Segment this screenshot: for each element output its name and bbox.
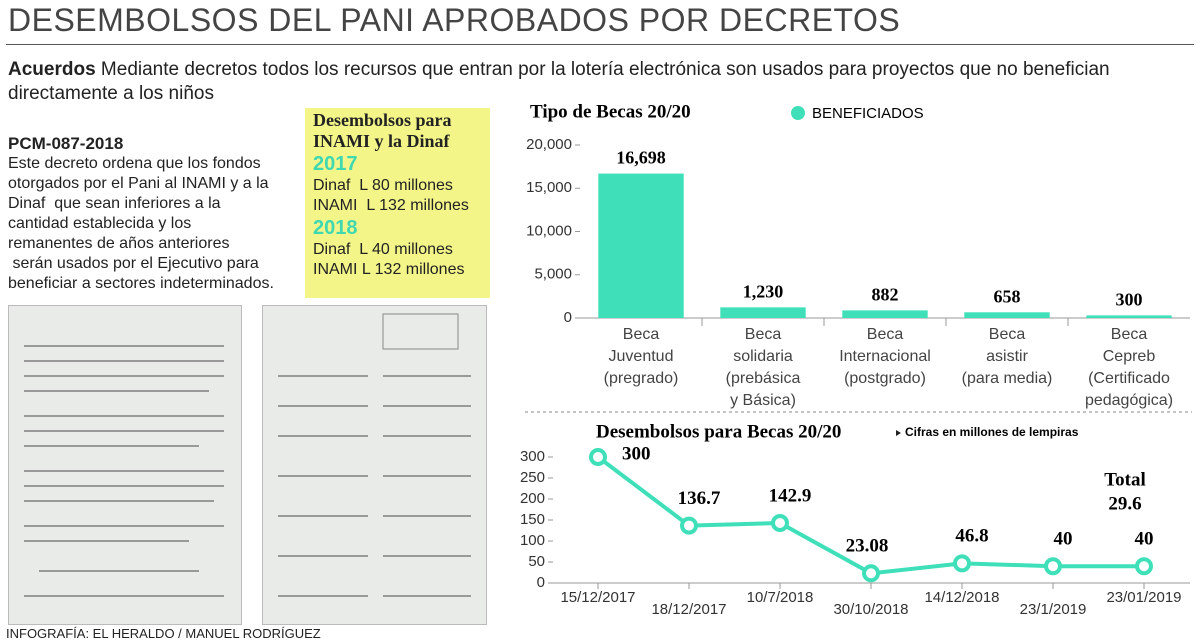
x-tick-label: 23/1/2019 (1020, 601, 1087, 618)
divider (6, 44, 1194, 45)
line (596, 455, 1144, 576)
box-line: Dinaf L 80 millones (313, 177, 453, 194)
value-label: 23.08 (846, 536, 889, 557)
point (1135, 557, 1153, 576)
intro-lead: Acuerdos (8, 59, 96, 80)
y-tick-label: 250 (520, 469, 545, 486)
decree-line: serán usados por el Ejecutivo para (8, 255, 259, 272)
box-year: 2018 (313, 217, 358, 239)
chart-title: Desembolsos para Becas 20/20 (596, 421, 841, 442)
annotation-value: 29.6 (1108, 493, 1141, 514)
y-tick-label: 20,000 (526, 136, 572, 153)
x-tick-label: Beca asistir (para media) (962, 326, 1053, 387)
box-line: INAMI L 132 millones (313, 261, 465, 278)
point (1044, 557, 1062, 576)
y-tick-label: 100 (520, 532, 545, 549)
box-line: INAMI L 132 millones (313, 197, 469, 214)
x-tick-label: Beca solidaria (prebásica y Básica) (726, 326, 801, 409)
y-tick-label: 200 (520, 490, 545, 507)
y-tick-label: 15,000 (526, 179, 572, 196)
document-lines (278, 313, 471, 597)
x-tick-label: Beca Internacional (postgrado) (839, 326, 931, 387)
point (771, 513, 789, 532)
bar (842, 310, 928, 318)
value-label: 142.9 (769, 485, 812, 506)
y-tick-label: 50 (528, 553, 545, 570)
chart-subtitle: Cifras en millones de lempiras (905, 425, 1079, 439)
y-tick-label: 5,000 (534, 266, 572, 283)
y-tick-label: 0 (564, 309, 572, 326)
x-tick-label: 23/01/2019 (1106, 589, 1181, 606)
y-tick-label: 10,000 (526, 222, 572, 239)
bar (598, 173, 684, 318)
value-label: 46.8 (955, 526, 988, 547)
x-tick-label: 14/12/2018 (924, 589, 999, 606)
point (862, 564, 880, 583)
x-tick-label: 30/10/2018 (833, 601, 908, 618)
value-label: 300 (622, 443, 651, 464)
point (589, 448, 607, 466)
x-tick-label: 10/7/2018 (747, 589, 814, 606)
intro: Acuerdos Mediante decretos todos los rec… (8, 58, 1188, 106)
value-label: 16,698 (616, 148, 666, 168)
box-line: Dinaf L 40 millones (313, 241, 453, 258)
x-tick-label: Beca Cepreb (Certificado pedagógica) (1085, 326, 1173, 409)
value-label: 300 (1116, 290, 1143, 310)
y-tick-label: 300 (520, 448, 545, 465)
stamp (382, 313, 459, 350)
decree-line: remanentes de años anteriores (8, 235, 230, 252)
bar (964, 312, 1050, 318)
bar (1086, 315, 1172, 318)
value-label: 136.7 (678, 488, 721, 509)
decree-line: cantidad establecida y los (8, 215, 192, 232)
bar (720, 307, 806, 318)
x-tick-label: 18/12/2017 (651, 601, 726, 618)
document-image (262, 305, 487, 625)
document-lines (24, 345, 224, 597)
box-title: Desembolsos para INAMI y la Dinaf (313, 110, 452, 151)
intro-text: Mediante decretos todos los recursos que… (8, 59, 1110, 104)
subtitle-marker (896, 430, 901, 436)
page-title: DESEMBOLSOS DEL PANI APROBADOS POR DECRE… (8, 2, 901, 38)
point (953, 554, 971, 573)
x-tick-label: Beca Juventud (pregrado) (604, 326, 679, 387)
legend-label: BENEFICIADOS (812, 105, 924, 122)
value-label: 40 (1135, 529, 1154, 550)
decree: PCM-087-2018 Este decreto ordena que los … (8, 134, 308, 294)
decree-line: Este decreto ordena que los fondos (8, 155, 261, 172)
value-label: 882 (872, 284, 899, 304)
decree-line: beneficiar a sectores indeterminados. (8, 275, 274, 292)
credit: INFOGRAFÍA: EL HERALDO / MANUEL RODRÍGUE… (6, 626, 321, 641)
decree-line: otorgados por el Pani al INAMI y a la (8, 175, 269, 192)
y-tick-label: 0 (537, 574, 545, 591)
value-label: 658 (994, 286, 1021, 306)
value-label: 1,230 (743, 281, 784, 301)
y-tick-label: 150 (520, 511, 545, 528)
decree-body: Este decreto ordena que los fondos otorga… (8, 154, 308, 294)
info-box: Desembolsos para INAMI y la Dinaf 2017 Din… (305, 108, 490, 298)
document-image (8, 305, 242, 625)
box-year: 2017 (313, 153, 358, 175)
annotation-label: Total (1104, 469, 1146, 490)
legend-swatch (791, 106, 805, 120)
decree-line: Dinaf que sean inferiores a la (8, 195, 221, 212)
point (680, 516, 698, 535)
decree-code: PCM-087-2018 (8, 134, 124, 153)
x-tick-label: 15/12/2017 (560, 589, 635, 606)
value-label: 40 (1054, 529, 1073, 550)
